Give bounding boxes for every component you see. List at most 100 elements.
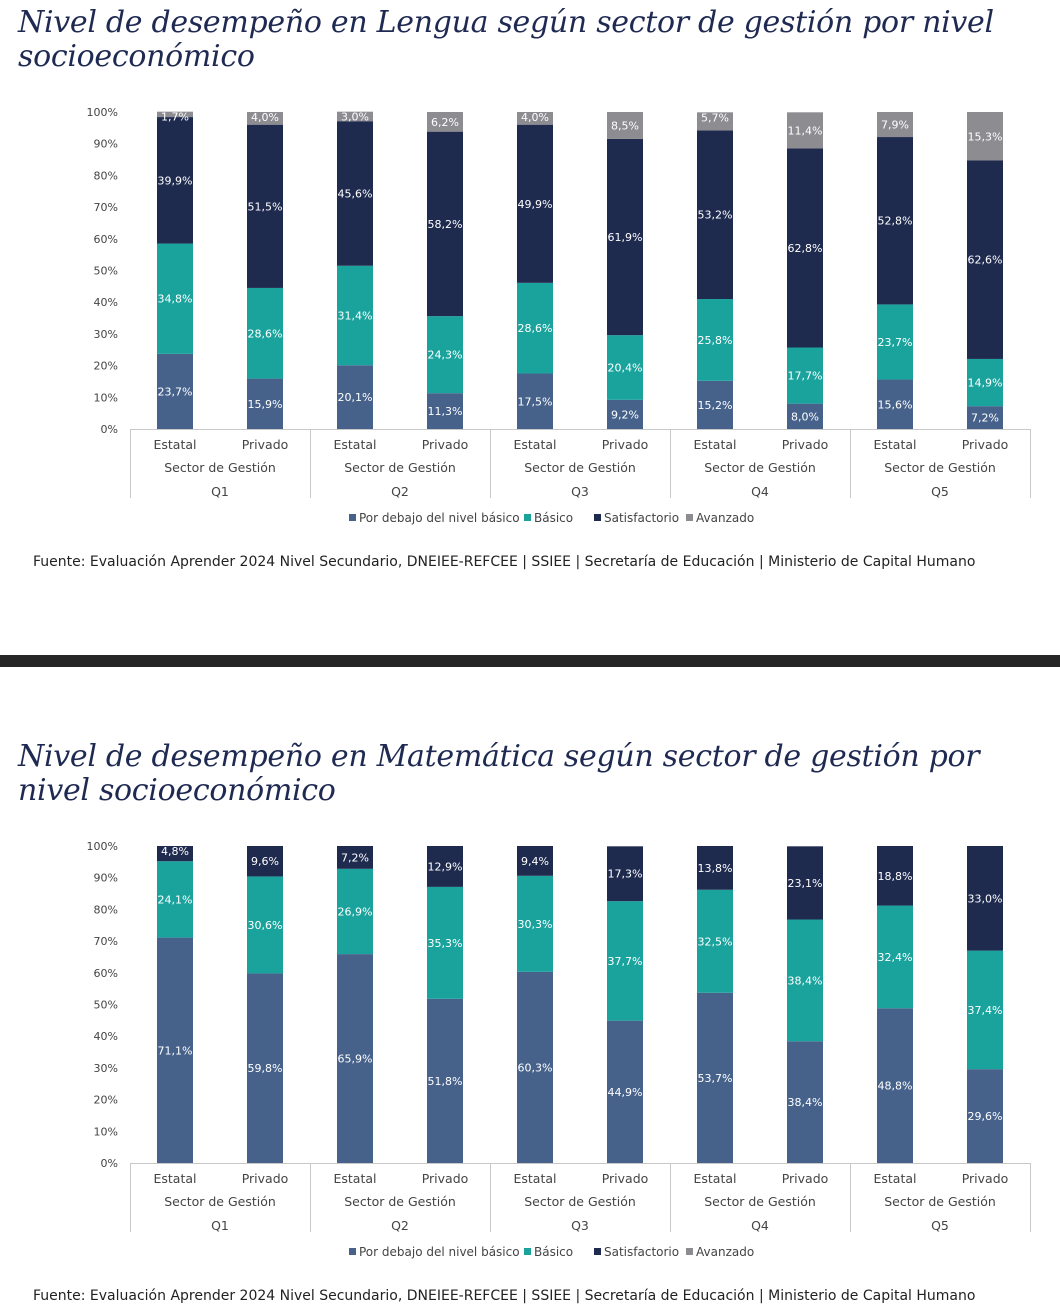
data-label: 37,7% <box>608 955 643 968</box>
bar-segment <box>967 846 1003 951</box>
data-label: 48,8% <box>878 1080 913 1093</box>
bar-segment <box>517 875 553 972</box>
data-label: 9,2% <box>611 408 639 421</box>
data-label: 58,2% <box>428 218 463 231</box>
bar-segment <box>337 846 373 869</box>
bar-segment <box>787 347 823 404</box>
x-category-label: Privado <box>602 437 649 452</box>
data-label: 15,6% <box>878 398 913 411</box>
x-category-label: Privado <box>602 1171 649 1186</box>
bar-segment <box>157 937 193 1163</box>
data-label: 7,2% <box>341 851 369 864</box>
bar-segment <box>247 112 283 125</box>
y-tick-label: 0% <box>101 423 118 436</box>
data-label: 17,7% <box>788 370 823 383</box>
legend-label: Básico <box>534 511 573 525</box>
data-label: 44,9% <box>608 1086 643 1099</box>
bar-segment <box>787 919 823 1042</box>
group-label: Q3 <box>571 1218 589 1233</box>
group-sublabel: Sector de Gestión <box>164 1194 276 1209</box>
bar-segment <box>787 148 823 348</box>
x-category-label: Privado <box>242 1171 289 1186</box>
y-tick-label: 100% <box>87 106 118 119</box>
y-tick-label: 50% <box>94 265 118 278</box>
data-label: 29,6% <box>968 1110 1003 1123</box>
legend-label: Por debajo del nivel básico <box>359 1245 520 1259</box>
bar-segment <box>427 131 463 317</box>
group-label: Q4 <box>751 1218 769 1233</box>
data-label: 13,8% <box>698 862 733 875</box>
x-category-label: Privado <box>962 437 1009 452</box>
data-label: 62,8% <box>788 242 823 255</box>
bar-segment <box>607 112 643 139</box>
y-tick-label: 70% <box>94 201 118 214</box>
x-category-label: Privado <box>242 437 289 452</box>
x-category-label: Estatal <box>153 1171 196 1186</box>
legend-label: Por debajo del nivel básico <box>359 511 520 525</box>
x-category-label: Estatal <box>153 437 196 452</box>
data-label: 60,3% <box>518 1061 553 1074</box>
bar-segment <box>337 121 373 266</box>
bar-segment <box>337 111 373 122</box>
data-label: 28,6% <box>248 327 283 340</box>
legend-swatch <box>686 1248 693 1255</box>
data-label: 4,8% <box>161 845 189 858</box>
group-label: Q5 <box>931 1218 949 1233</box>
bar-segment <box>877 1008 913 1163</box>
data-label: 23,7% <box>158 385 193 398</box>
group-label: Q4 <box>751 484 769 499</box>
group-label: Q5 <box>931 484 949 499</box>
bar-segment <box>877 379 913 429</box>
group-sublabel: Sector de Gestión <box>884 460 996 475</box>
bar-segment <box>967 950 1003 1070</box>
data-label: 17,3% <box>608 868 643 881</box>
legend-swatch <box>524 514 531 521</box>
bar-segment <box>337 954 373 1163</box>
x-category-label: Privado <box>422 437 469 452</box>
y-tick-label: 40% <box>94 1030 118 1043</box>
bar-segment <box>967 406 1003 429</box>
data-label: 38,4% <box>788 974 823 987</box>
data-label: 35,3% <box>428 937 463 950</box>
stacked-bar-chart-matematica: 0% 10% 20% 30% 40% 50% 60% 70% 80% 90% 100% 71,1% 24… <box>87 840 1031 1259</box>
data-label: 7,2% <box>971 412 999 425</box>
bar-segment <box>697 380 733 429</box>
bar-segment <box>787 846 823 920</box>
data-label: 52,8% <box>878 215 913 228</box>
data-label: 9,4% <box>521 855 549 868</box>
data-label: 20,1% <box>338 391 373 404</box>
data-label: 30,6% <box>248 919 283 932</box>
data-label: 51,5% <box>248 200 283 213</box>
data-label: 12,9% <box>428 860 463 873</box>
y-tick-label: 40% <box>94 296 118 309</box>
group-sublabel: Sector de Gestión <box>524 1194 636 1209</box>
data-label: 17,5% <box>518 395 553 408</box>
group-sublabel: Sector de Gestión <box>344 460 456 475</box>
data-label: 23,1% <box>788 877 823 890</box>
data-label: 31,4% <box>338 310 373 323</box>
bar-segment <box>157 243 193 354</box>
y-tick-label: 60% <box>94 233 118 246</box>
y-tick-label: 60% <box>94 967 118 980</box>
data-label: 33,0% <box>968 892 1003 905</box>
data-label: 7,9% <box>881 119 909 132</box>
data-label: 62,6% <box>968 254 1003 267</box>
data-label: 45,6% <box>338 187 373 200</box>
data-label: 1,7% <box>161 111 189 124</box>
x-category-label: Estatal <box>873 1171 916 1186</box>
section-divider <box>0 655 1060 667</box>
y-tick-label: 30% <box>94 1062 118 1075</box>
data-label: 39,9% <box>158 174 193 187</box>
group-sublabel: Sector de Gestión <box>344 1194 456 1209</box>
data-label: 30,3% <box>518 918 553 931</box>
data-label: 25,8% <box>698 334 733 347</box>
bar-segment <box>247 846 283 877</box>
data-label: 26,9% <box>338 905 373 918</box>
x-category-label: Privado <box>782 1171 829 1186</box>
data-label: 37,4% <box>968 1004 1003 1017</box>
group-sublabel: Sector de Gestión <box>524 460 636 475</box>
source-note-matematica: Fuente: Evaluación Aprender 2024 Nivel S… <box>33 1288 976 1304</box>
bar-segment <box>157 117 193 244</box>
bar-segment <box>157 353 193 429</box>
data-label: 18,8% <box>878 870 913 883</box>
